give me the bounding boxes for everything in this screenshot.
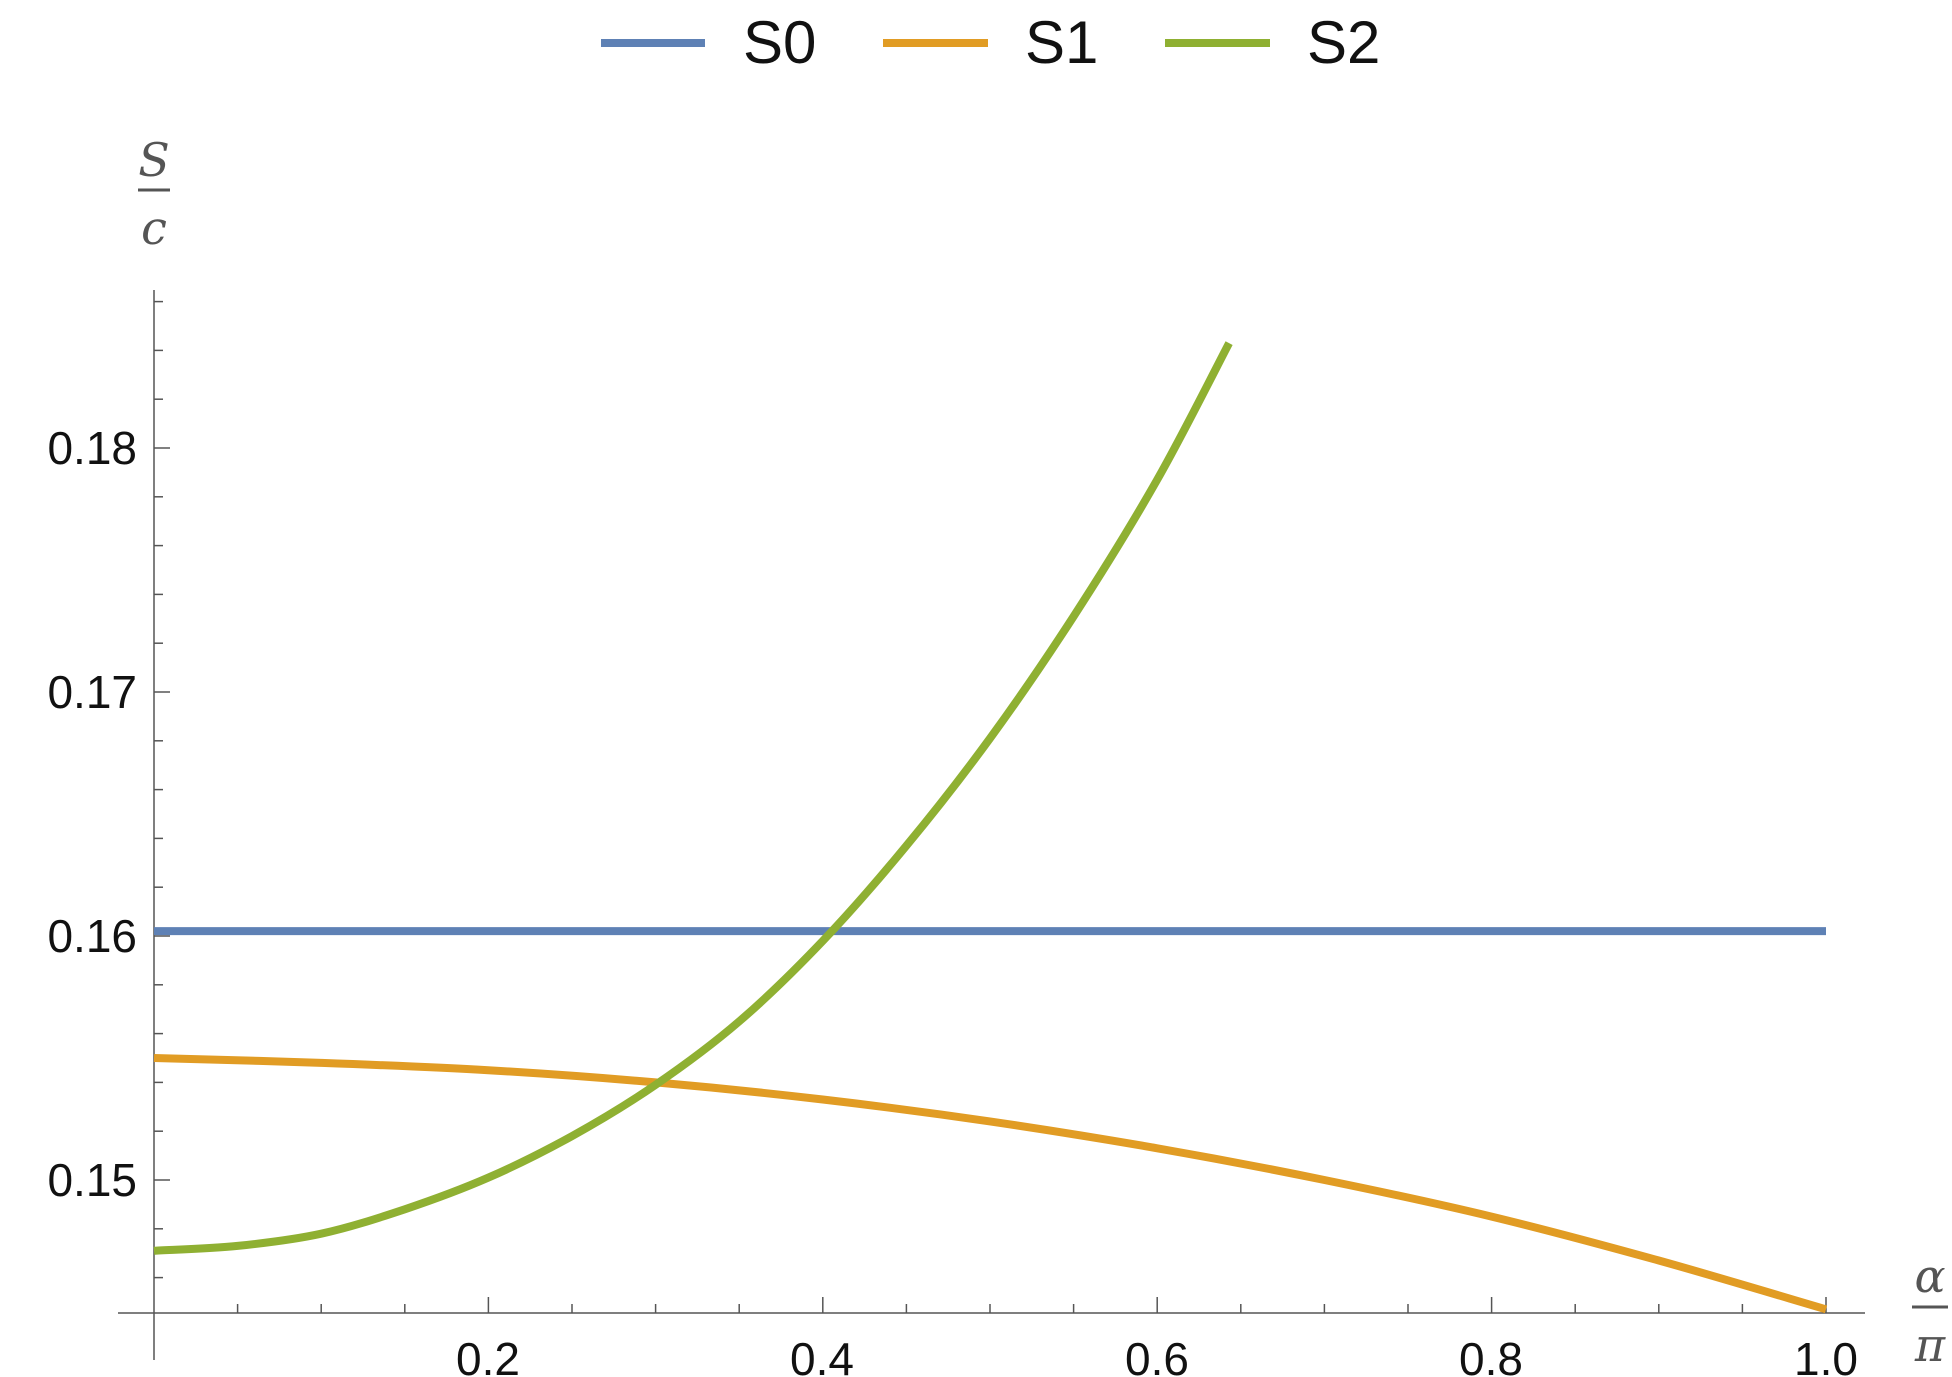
y-tick-label: 0.15: [47, 1154, 137, 1206]
legend-label-s0: S0: [743, 9, 816, 76]
y-tick-labels: 0.15 0.16 0.17 0.18: [47, 422, 137, 1206]
x-axis-label: α π: [1912, 1249, 1948, 1372]
y-axis-ticks: [154, 300, 170, 1279]
x-tick-label: 1.0: [1794, 1333, 1858, 1377]
x-axis-ticks: [236, 1297, 1827, 1313]
x-tick-label: 0.2: [456, 1333, 520, 1377]
y-tick-label: 0.16: [47, 910, 137, 962]
x-tick-labels: 0.2 0.4 0.6 0.8 1.0: [456, 1333, 1858, 1377]
series-lines: [153, 341, 1828, 1314]
y-tick-label: 0.18: [47, 422, 137, 474]
y-axis-label-numerator: S: [138, 133, 170, 187]
series-line-s1: [153, 1054, 1828, 1314]
x-tick-label: 0.4: [790, 1333, 854, 1377]
legend-label-s2: S2: [1307, 9, 1380, 76]
legend-label-s1: S1: [1025, 9, 1098, 76]
y-tick-label: 0.17: [47, 666, 137, 718]
x-tick-label: 0.6: [1125, 1333, 1189, 1377]
x-axis-label-numerator: α: [1914, 1249, 1945, 1303]
legend: S0 S1 S2: [601, 9, 1380, 76]
series-line-s2: [153, 341, 1233, 1255]
y-axis-label: S c: [138, 133, 170, 255]
x-tick-label: 0.8: [1459, 1333, 1523, 1377]
x-axis-label-denominator: π: [1914, 1318, 1946, 1372]
y-axis-label-denominator: c: [141, 201, 167, 255]
